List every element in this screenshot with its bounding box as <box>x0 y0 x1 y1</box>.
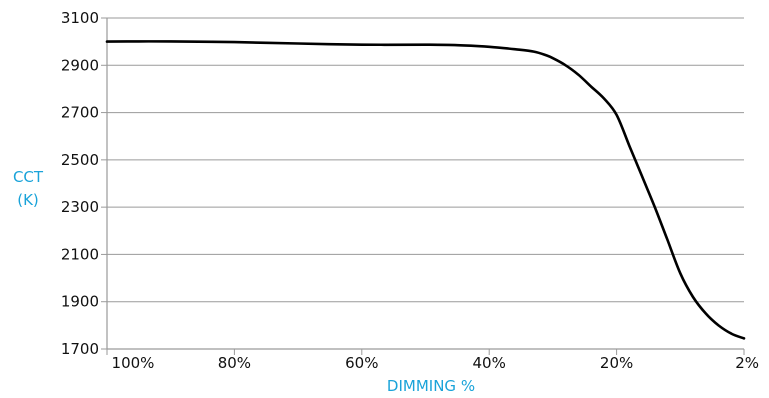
data-point <box>489 46 490 47</box>
data-point <box>514 49 515 50</box>
data-point <box>692 296 693 297</box>
y-tick-label: 1900 <box>61 293 99 311</box>
x-tick-labels: 100% 80% 60% 40% 20% 2% <box>112 354 759 372</box>
data-point <box>546 55 547 56</box>
x-tick-label: 100% <box>112 354 155 372</box>
data-point <box>361 44 362 45</box>
data-point <box>457 45 458 46</box>
data-point <box>565 65 566 66</box>
y-axis-title-line-2: (K) <box>17 191 39 209</box>
data-point <box>170 41 171 42</box>
data-point <box>591 86 592 87</box>
x-tick-label: 60% <box>345 354 378 372</box>
y-tick-label: 2500 <box>61 151 99 169</box>
data-point <box>705 313 706 314</box>
x-tick-label: 40% <box>473 354 506 372</box>
series-group <box>105 40 746 340</box>
data-point <box>680 273 681 274</box>
data-point <box>298 43 299 44</box>
y-tick-label: 2300 <box>61 198 99 216</box>
data-point <box>138 41 139 42</box>
y-tick-labels: 1700 1900 2100 2300 2500 2700 2900 3100 <box>61 9 99 358</box>
data-point <box>743 338 744 339</box>
data-point <box>552 58 553 59</box>
data-point <box>106 41 107 42</box>
x-axis-title: DIMMING % <box>387 377 475 395</box>
data-point <box>718 325 719 326</box>
y-tick-label: 3100 <box>61 9 99 27</box>
data-point <box>731 333 732 334</box>
axes <box>106 18 744 350</box>
y-tick-label: 1700 <box>61 340 99 358</box>
data-point <box>578 74 579 75</box>
x-tick-label: 20% <box>600 354 633 372</box>
data-point <box>603 98 604 99</box>
gridlines <box>101 17 745 355</box>
data-point <box>642 176 643 177</box>
data-point <box>629 145 630 146</box>
cct-series-line <box>105 40 746 340</box>
y-axis-title-line-1: CCT <box>13 168 44 186</box>
x-tick-label: 2% <box>735 354 759 372</box>
data-point <box>667 240 668 241</box>
y-tick-label: 2700 <box>61 104 99 122</box>
y-tick-label: 2900 <box>61 56 99 74</box>
data-point <box>425 44 426 45</box>
x-tick-label: 80% <box>218 354 251 372</box>
data-point <box>533 51 534 52</box>
data-point <box>654 207 655 208</box>
data-point <box>234 42 235 43</box>
data-point <box>616 114 617 115</box>
y-tick-label: 2100 <box>61 245 99 263</box>
